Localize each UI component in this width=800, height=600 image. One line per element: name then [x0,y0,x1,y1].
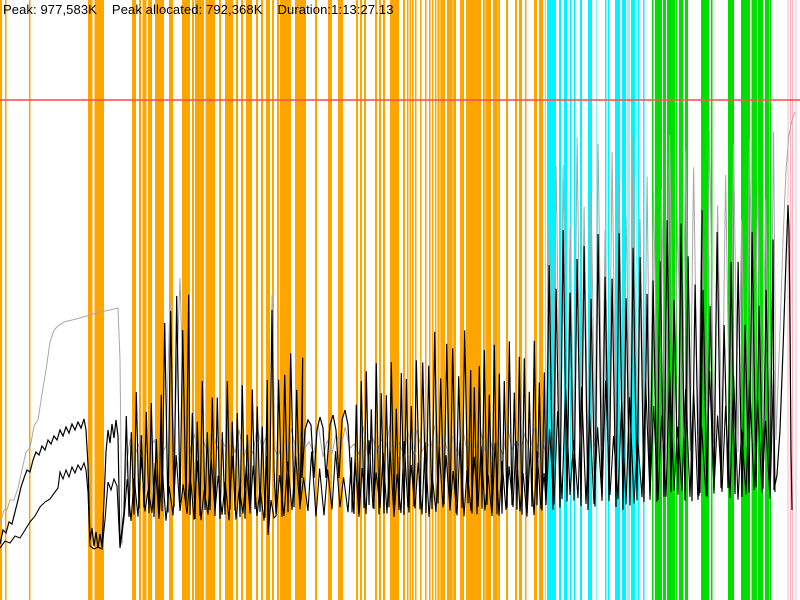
band-o [437,0,440,600]
band-o [356,0,358,600]
band-o [338,0,343,600]
band-o [415,0,417,600]
band-c [622,0,626,600]
band-o [425,0,427,600]
band-o [205,0,215,600]
band-o [409,0,411,600]
band-ol [545,0,546,600]
band-o [241,0,243,600]
band-o [412,0,414,600]
band-o [429,0,431,600]
series-allocated [0,204,793,549]
band-o [525,0,527,600]
band-o [447,0,456,600]
band-c [559,0,561,600]
peak-allocated-stat: Peak allocated: 792,368K [111,2,263,17]
band-o [192,0,194,600]
band-o [5,0,7,600]
band-o [383,0,385,600]
band-o [328,0,332,600]
band-ol [497,0,499,600]
band-o [148,0,152,600]
band-o [360,0,362,600]
band-o [132,0,136,600]
band-ol [452,0,454,600]
band-cl [636,0,638,600]
band-o [407,0,409,600]
band-o [483,0,491,600]
band-o [280,0,291,600]
band-c [580,0,582,600]
band-o [155,0,164,600]
band-o [256,0,258,600]
band-o [272,0,274,600]
band-o [466,0,481,600]
band-p [795,0,797,600]
band-o [195,0,204,600]
band-o [295,0,306,600]
band-o [246,0,252,600]
band-c [547,0,556,600]
band-o [420,0,422,600]
band-g [663,0,666,600]
band-o [29,0,31,600]
band-c [564,0,567,600]
band-o [403,0,405,600]
band-g [769,0,771,600]
band-o [390,0,399,600]
band-o [515,0,517,600]
band-cl [627,0,630,600]
band-o [435,0,437,600]
band-o [277,0,279,600]
band-o [0,0,2,600]
band-o [182,0,190,600]
band-o [379,0,381,600]
band-p [787,0,789,600]
band-o [460,0,464,600]
duration-stat: Duration:1:13:27.13 [277,2,394,17]
stats-bar: Peak: 977,583K Peak allocated: 792,368K Du… [3,2,394,18]
band-o [493,0,500,600]
band-g [679,0,683,600]
band-o [375,0,377,600]
band-o [534,0,537,600]
band-o [139,0,141,600]
band-o [432,0,434,600]
band-o [506,0,508,600]
band-c [574,0,576,600]
band-o [94,0,104,600]
band-ol [484,0,486,600]
band-o [88,0,93,600]
band-o [236,0,238,600]
band-g [751,0,757,600]
band-o [441,0,445,600]
band-g [741,0,750,600]
band-o [315,0,317,600]
band-o [142,0,147,600]
band-c [608,0,610,600]
band-o [169,0,173,600]
band-o [219,0,221,600]
band-o [519,0,522,600]
peak-stat: Peak: 977,583K [3,2,97,17]
band-o [261,0,263,600]
band-g [667,0,675,600]
band-o [539,0,543,600]
band-p [792,0,793,600]
band-ol [440,0,441,600]
band-o [225,0,233,600]
band-p [790,0,791,600]
band-g [701,0,709,600]
band-g [655,0,662,600]
band-o [364,0,366,600]
band-o [266,0,270,600]
band-g [758,0,763,600]
band-g [685,0,688,600]
band-c [643,0,645,600]
